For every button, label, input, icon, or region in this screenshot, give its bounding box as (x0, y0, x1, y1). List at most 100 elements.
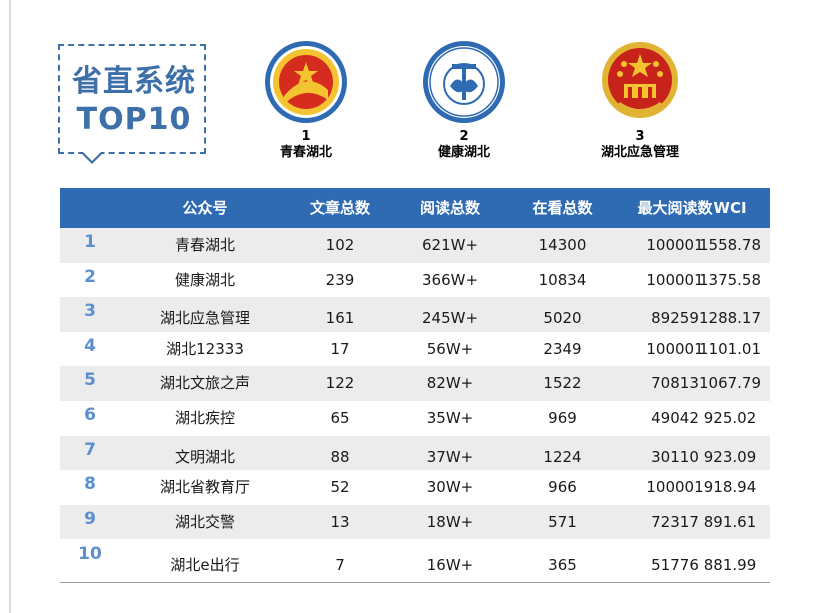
rank-number: 4 (84, 335, 96, 356)
title-badge-tail-inner (83, 152, 101, 161)
max-reads: 49042 (651, 408, 699, 427)
read-count: 366W+ (421, 270, 479, 289)
table-row: 2 健康湖北 239 366W+ 10834 100001 1375.58 (60, 263, 770, 298)
max-reads: 100001 (646, 339, 704, 358)
table-bottom-rule (60, 582, 770, 584)
read-count: 30W+ (426, 478, 474, 497)
rank-number: 3 (84, 301, 96, 322)
watching-count: 365 (548, 556, 577, 575)
account-name: 湖北e出行 (170, 556, 240, 575)
top-item-1: 1 青春湖北 (231, 40, 381, 162)
article-count: 239 (325, 270, 355, 289)
wci-value: 923.09 (703, 447, 757, 466)
article-count: 102 (325, 236, 355, 254)
table-header: 公众号 文章总数 阅读总数 在看总数 最大阅读数 WCI (60, 188, 770, 228)
table-row: 4 湖北12333 17 56W+ 2349 100001 1101.01 (60, 332, 770, 367)
rank-number: 1 (84, 232, 96, 252)
top-item-3: 3 湖北应急管理 (565, 40, 715, 162)
wci-value: 918.94 (703, 478, 757, 497)
watching-count: 1522 (543, 374, 582, 393)
watching-count: 5020 (543, 309, 582, 328)
article-count: 122 (325, 374, 355, 393)
rank-number: 9 (84, 508, 96, 529)
wci-value: 1101.01 (698, 339, 762, 358)
header-max-reads: 最大阅读数 (637, 199, 713, 217)
table-row: 6 湖北疾控 65 35W+ 969 49042 925.02 (60, 401, 770, 436)
max-reads: 70813 (651, 374, 699, 393)
rank-number: 10 (78, 544, 102, 565)
watching-count: 2349 (543, 339, 582, 358)
wci-value: 881.99 (703, 556, 757, 575)
rank-number: 5 (84, 370, 96, 391)
max-reads: 100001 (646, 270, 704, 289)
title-line-1: 省直系统 (72, 64, 196, 99)
account-name: 湖北交警 (174, 512, 235, 531)
read-count: 245W+ (421, 309, 479, 328)
watching-count: 10834 (538, 270, 587, 289)
article-count: 161 (325, 309, 355, 328)
article-count: 65 (330, 408, 350, 427)
top-name-1: 青春湖北 (279, 145, 332, 160)
wci-value: 1558.78 (698, 236, 762, 254)
top-item-2: 2 健康湖北 (389, 40, 539, 162)
rank-number: 6 (84, 404, 96, 425)
top-rank-3: 3 (635, 129, 645, 144)
read-count: 37W+ (426, 447, 474, 466)
read-count: 18W+ (426, 512, 474, 531)
national-emblem-icon (598, 40, 682, 124)
top-name-3: 湖北应急管理 (600, 145, 679, 160)
max-reads: 100001 (646, 478, 704, 497)
account-name: 湖北应急管理 (159, 309, 250, 328)
account-name: 湖北文旅之声 (159, 374, 250, 393)
table-row: 7 文明湖北 88 37W+ 1224 30110 923.09 (60, 435, 770, 471)
wci-value: 1375.58 (698, 270, 762, 289)
watching-count: 966 (548, 478, 577, 497)
hubei-health-commission-emblem-icon (422, 40, 506, 124)
article-count: 7 (335, 556, 345, 575)
read-count: 621W+ (421, 236, 479, 254)
table-row: 5 湖北文旅之声 122 82W+ 1522 70813 1067.79 (60, 366, 770, 401)
account-name: 湖北疾控 (174, 408, 235, 427)
account-name: 湖北省教育厅 (159, 478, 250, 497)
wci-value: 891.61 (703, 512, 757, 531)
account-name: 文明湖北 (174, 447, 235, 466)
watching-count: 571 (548, 512, 577, 531)
top-rank-1: 1 (301, 129, 311, 144)
max-reads: 100001 (646, 236, 704, 254)
left-divider (9, 0, 11, 613)
table-row: 8 湖北省教育厅 52 30W+ 966 100001 918.94 (60, 470, 770, 505)
rank-number: 8 (84, 474, 96, 495)
top-rank-2: 2 (459, 129, 469, 144)
read-count: 56W+ (426, 339, 474, 358)
header-reads: 阅读总数 (419, 199, 480, 217)
watching-count: 969 (548, 408, 577, 427)
title-badge: 省直系统 TOP10 (58, 44, 206, 154)
wci-value: 925.02 (703, 408, 757, 427)
table-row: 10 湖北e出行 7 16W+ 365 51776 881.99 (60, 539, 770, 582)
header-account: 公众号 (182, 199, 228, 217)
rank-number: 2 (84, 266, 96, 287)
header-articles: 文章总数 (309, 199, 370, 217)
ranking-table: 公众号 文章总数 阅读总数 在看总数 最大阅读数 WCI 1 青春湖北 102 … (60, 188, 770, 584)
max-reads: 30110 (651, 447, 699, 466)
title-line-2: TOP10 (76, 102, 192, 137)
header-wci: WCI (713, 199, 747, 217)
youth-league-emblem-icon (264, 40, 348, 124)
max-reads: 51776 (651, 556, 699, 575)
top-name-2: 健康湖北 (437, 145, 490, 160)
read-count: 82W+ (426, 374, 474, 393)
table-row: 1 青春湖北 102 621W+ 14300 100001 1558.78 (60, 228, 770, 263)
article-count: 52 (330, 478, 350, 497)
article-count: 17 (330, 339, 350, 358)
wci-value: 1288.17 (698, 309, 762, 328)
watching-count: 14300 (538, 236, 587, 254)
article-count: 88 (330, 447, 350, 466)
account-name: 青春湖北 (174, 236, 235, 254)
wci-value: 1067.79 (698, 374, 762, 393)
table-row: 3 湖北应急管理 161 245W+ 5020 89259 1288.17 (60, 297, 770, 332)
account-name: 湖北12333 (166, 339, 244, 358)
max-reads: 72317 (651, 512, 699, 531)
rank-number: 7 (84, 439, 96, 460)
article-count: 13 (330, 512, 350, 531)
read-count: 35W+ (426, 408, 474, 427)
